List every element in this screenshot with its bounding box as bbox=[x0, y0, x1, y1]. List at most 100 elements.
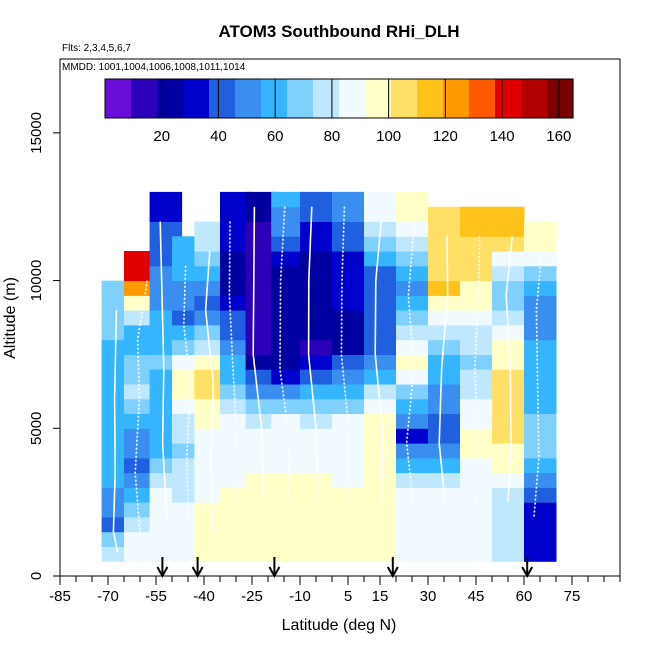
profile-trace bbox=[505, 236, 513, 503]
sonde-arrow-head bbox=[268, 566, 281, 579]
heatmap-cell bbox=[332, 531, 365, 547]
heatmap-cell bbox=[524, 354, 557, 370]
heatmap-cell bbox=[364, 206, 397, 222]
heatmap-cell bbox=[149, 191, 183, 208]
heatmap-cell bbox=[194, 295, 227, 311]
heatmap-cell bbox=[428, 206, 461, 222]
y-axis-label: Altitude (m) bbox=[2, 277, 19, 359]
heatmap-cell bbox=[300, 472, 333, 488]
heatmap-cell bbox=[524, 324, 557, 341]
heatmap-cell bbox=[245, 369, 279, 385]
heatmap-cell bbox=[524, 443, 557, 459]
heatmap-cell bbox=[220, 398, 253, 414]
heatmap-cell bbox=[271, 546, 304, 562]
heatmap-cell bbox=[460, 546, 493, 562]
heatmap-cell bbox=[396, 339, 429, 355]
x-tick-label: -25 bbox=[241, 588, 263, 605]
heatmap-cell bbox=[194, 339, 227, 355]
x-tick-label: -70 bbox=[97, 588, 119, 605]
heatmap-cell bbox=[332, 191, 365, 208]
colorbar-tick-label: 20 bbox=[153, 128, 170, 145]
heatmap-cell bbox=[364, 472, 397, 488]
colorbar-segment bbox=[105, 79, 132, 118]
x-tick-label: -85 bbox=[49, 588, 71, 605]
heatmap-cell bbox=[492, 206, 525, 222]
heatmap-cell bbox=[428, 546, 461, 562]
heatmap-cell bbox=[124, 413, 157, 429]
colorbar-segment bbox=[131, 79, 158, 118]
heatmap-cell bbox=[124, 443, 157, 459]
heatmap-cell bbox=[332, 457, 365, 474]
x-tick-label: 30 bbox=[420, 588, 437, 605]
heatmap-cell bbox=[124, 398, 157, 414]
heatmap-cell bbox=[271, 310, 304, 326]
heatmap-cell bbox=[220, 516, 253, 533]
heatmap-cell bbox=[300, 221, 333, 237]
profile-trace bbox=[204, 250, 215, 532]
heatmap-cell bbox=[149, 221, 183, 237]
plot-area bbox=[101, 191, 557, 562]
heatmap-cell bbox=[492, 221, 525, 237]
heatmap-cell bbox=[124, 280, 157, 296]
heatmap-cell bbox=[364, 324, 397, 341]
heatmap-cell bbox=[300, 516, 333, 533]
heatmap-cell bbox=[460, 516, 493, 533]
heatmap-cell bbox=[428, 428, 461, 444]
heatmap-cell bbox=[194, 265, 227, 282]
heatmap-cell bbox=[194, 236, 227, 252]
heatmap-cell bbox=[524, 265, 557, 282]
heatmap-cell bbox=[396, 472, 429, 488]
heatmap-cell bbox=[524, 236, 557, 252]
heatmap-cell bbox=[194, 546, 227, 562]
heatmap-cell bbox=[271, 398, 304, 414]
heatmap-cell bbox=[194, 324, 227, 341]
sonde-arrow-head bbox=[521, 566, 534, 579]
heatmap-cell bbox=[220, 251, 253, 267]
heatmap-cell bbox=[460, 310, 493, 326]
heatmap-cell bbox=[194, 487, 227, 503]
heatmap-cell bbox=[396, 457, 429, 474]
flights-label: Flts: 2,3,4,5,6,7 bbox=[62, 43, 131, 54]
heatmap-cell bbox=[245, 191, 279, 208]
colorbar-segment bbox=[547, 79, 574, 118]
colorbar-tick-label: 160 bbox=[546, 128, 571, 145]
heatmap-cell bbox=[492, 531, 525, 547]
heatmap-cell bbox=[524, 457, 557, 474]
heatmap-cell bbox=[364, 191, 397, 208]
heatmap-cell bbox=[364, 487, 397, 503]
heatmap-cell bbox=[332, 487, 365, 503]
heatmap-cell bbox=[396, 354, 429, 370]
heatmap-cell bbox=[300, 206, 333, 222]
heatmap-cell bbox=[428, 531, 461, 547]
x-tick-label: -40 bbox=[193, 588, 215, 605]
x-tick-label: -10 bbox=[289, 588, 311, 605]
heatmap-cell bbox=[460, 236, 493, 252]
profile-trace bbox=[228, 221, 239, 503]
heatmap-cell bbox=[300, 236, 333, 252]
heatmap-cell bbox=[524, 251, 557, 267]
heatmap-cell bbox=[492, 546, 525, 562]
heatmap-cell bbox=[220, 265, 253, 282]
colorbar-tick-label: 100 bbox=[376, 128, 401, 145]
heatmap-cell bbox=[396, 398, 429, 414]
heatmap-cell bbox=[300, 324, 333, 341]
heatmap-cell bbox=[428, 443, 461, 459]
heatmap-cell bbox=[300, 531, 333, 547]
heatmap-cell bbox=[271, 221, 304, 237]
heatmap-cell bbox=[492, 428, 525, 444]
heatmap-cell bbox=[124, 354, 157, 370]
heatmap-cell bbox=[271, 324, 304, 341]
sonde-arrow-head bbox=[191, 566, 204, 579]
heatmap-cell bbox=[332, 398, 365, 414]
heatmap-cell bbox=[300, 280, 333, 296]
heatmap-cell bbox=[220, 295, 253, 311]
y-tick-label: 0 bbox=[28, 572, 45, 580]
colorbar-segment bbox=[183, 79, 210, 118]
heatmap-cell bbox=[364, 354, 397, 370]
heatmap-cell bbox=[428, 457, 461, 474]
heatmap-cell bbox=[492, 295, 525, 311]
heatmap-cell bbox=[271, 413, 304, 429]
heatmap-cell bbox=[460, 280, 493, 296]
heatmap-cell bbox=[220, 443, 253, 459]
